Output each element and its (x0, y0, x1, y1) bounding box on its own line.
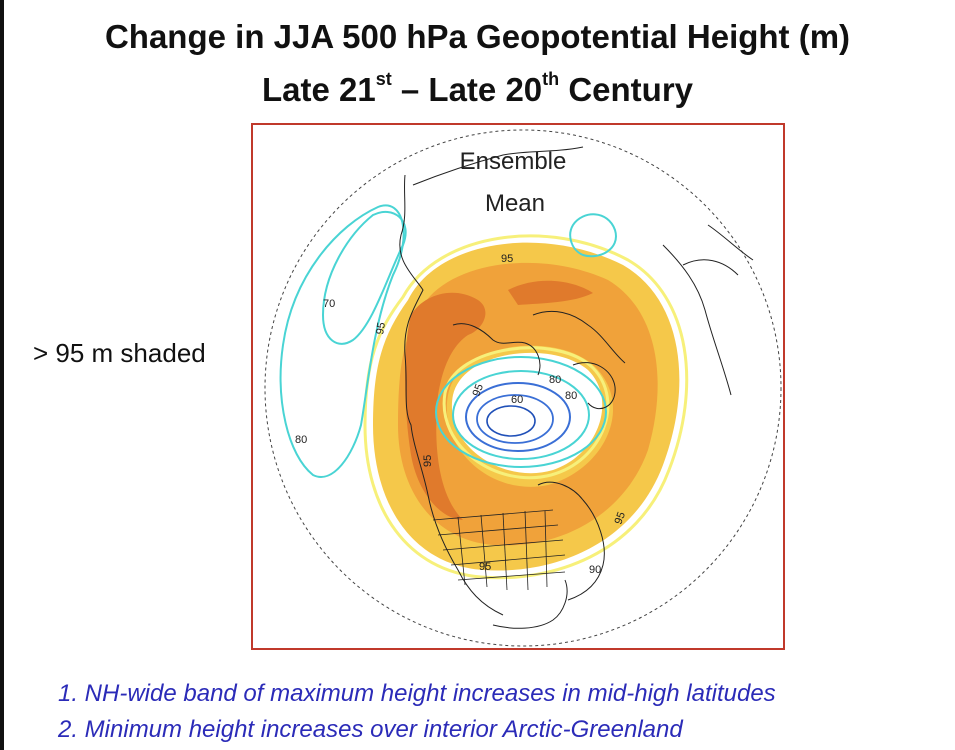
shading-note: > 95 m shaded (33, 338, 206, 368)
contour-label: 80 (549, 374, 561, 386)
panel-label-line-1: Ensemble (460, 148, 567, 175)
coastlines (399, 146, 754, 629)
us-state-boundaries (432, 509, 566, 591)
contour-label: 95 (422, 455, 434, 467)
contour-95-outer (363, 234, 689, 580)
note-item: 2. Minimum height increases over interio… (58, 716, 683, 743)
shaded-region-dark (405, 292, 486, 520)
arctic-minimum-contours (435, 356, 607, 468)
contour-label: 90 (589, 564, 601, 576)
contour-label: 80 (295, 434, 307, 446)
contour-label: 95 (471, 382, 486, 398)
panel-label-line-2: Mean (485, 190, 545, 217)
contour-70-pacific (321, 210, 407, 345)
polar-stereographic-map: 95 70 95 95 80 60 80 80 95 95 95 95 90 E… (264, 129, 782, 647)
contour-80-pacific (279, 204, 405, 478)
contour-80-atlantic (569, 213, 617, 258)
contour-95-inner (442, 346, 610, 480)
polar-map-panel: 95 70 95 95 80 60 80 80 95 95 95 95 90 E… (251, 123, 785, 650)
contour-label: 60 (511, 394, 523, 406)
note-item: 1. NH-wide band of maximum height increa… (58, 680, 776, 707)
title-line-2: Late 21st – Late 20th Century (261, 69, 694, 108)
contour-label: 95 (501, 253, 513, 265)
contour-label: 70 (323, 298, 335, 310)
hemisphere-boundary (264, 129, 782, 647)
contour-label: 95 (479, 561, 491, 573)
title-line-1: Change in JJA 500 hPa Geopotential Heigh… (104, 18, 851, 55)
contour-label: 80 (565, 390, 577, 402)
contour-label: 95 (613, 510, 628, 526)
notes-list: 1. NH-wide band of maximum height increa… (58, 676, 948, 748)
contour-label: 95 (374, 321, 388, 335)
figure-title: Change in JJA 500 hPa Geopotential Heigh… (0, 14, 955, 113)
left-border-line (0, 0, 4, 750)
shaded-region-dark-east (508, 280, 593, 305)
